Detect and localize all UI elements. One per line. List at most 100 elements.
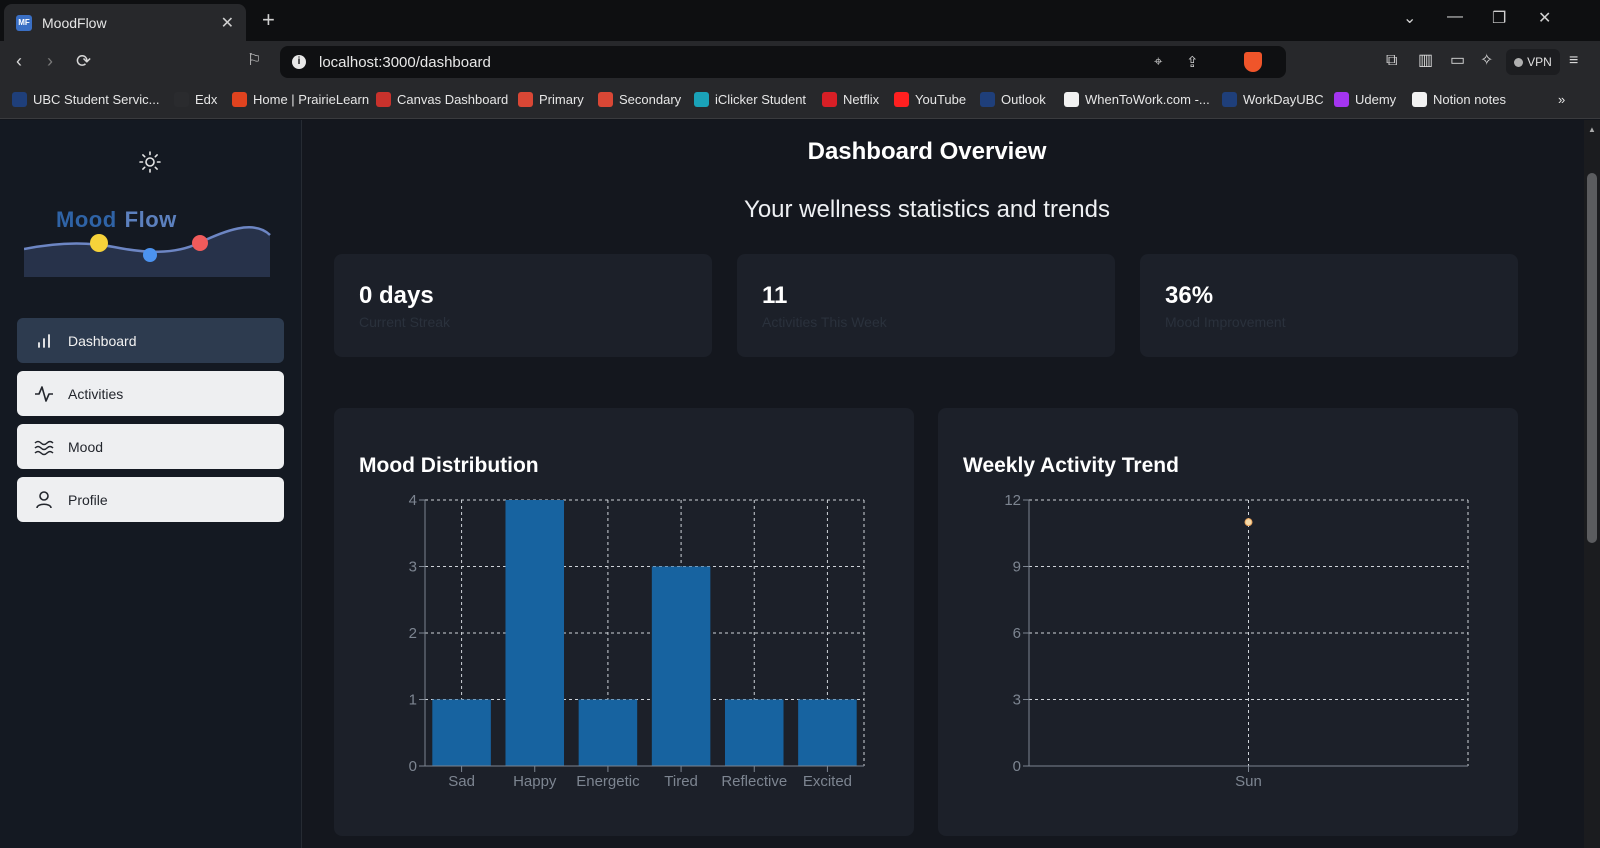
window-close-icon[interactable]: ✕ (1538, 10, 1552, 27)
sidebar-item-label: Mood (68, 438, 104, 455)
browser-tab[interactable]: MF MoodFlow ✕ (4, 4, 246, 41)
y-tick-label: 6 (1013, 625, 1021, 642)
bookmark-item[interactable]: Secondary (598, 92, 681, 107)
scroll-thumb[interactable] (1587, 173, 1597, 543)
sun-icon[interactable] (138, 150, 162, 174)
sidebar-item-label: Dashboard (68, 332, 137, 349)
data-point[interactable] (1244, 518, 1253, 527)
minimize-icon[interactable]: — (1447, 8, 1463, 25)
browser-toolbar: ‹ › ⟳ ⚐ i localhost:3000/dashboard ⌖ ⇪ ⧉… (0, 41, 1600, 83)
vpn-status-icon (1514, 57, 1524, 67)
bookmark-favicon-icon (1412, 92, 1427, 107)
chart-title: Mood Distribution (359, 454, 539, 477)
vpn-label: VPN (1527, 55, 1552, 69)
sidebar-item-mood[interactable]: Mood (17, 424, 284, 469)
y-tick-label: 12 (1004, 492, 1021, 509)
bar[interactable] (651, 566, 711, 767)
bookmark-favicon-icon (12, 92, 27, 107)
x-tick-label: Sad (448, 773, 475, 790)
extensions-icon[interactable]: ⧉ (1386, 52, 1398, 69)
bookmark-favicon-icon (174, 92, 189, 107)
sidebar-item-dashboard[interactable]: Dashboard (17, 318, 284, 363)
stat-value: 36% (1165, 282, 1214, 309)
page-scrollbar[interactable]: ▲ (1584, 120, 1600, 848)
sidebar-toggle-icon[interactable]: ▥ (1418, 52, 1434, 69)
tab-favicon: MF (16, 14, 32, 31)
address-bar[interactable]: i localhost:3000/dashboard ⌖ ⇪ (280, 46, 1286, 78)
sidebar-item-activities[interactable]: Activities (17, 371, 284, 416)
bookmark-favicon-icon (980, 92, 995, 107)
url-text: localhost:3000/dashboard (319, 54, 491, 71)
new-tab-icon[interactable]: + (262, 7, 275, 32)
page-subtitle: Your wellness statistics and trends (744, 196, 1110, 223)
bookmark-item[interactable]: Edx (174, 92, 217, 107)
app-logo[interactable]: Mood Flow (24, 205, 276, 285)
bookmark-item[interactable]: YouTube (894, 92, 966, 107)
bookmark-item[interactable]: Netflix (822, 92, 879, 107)
y-tick-label: 2 (409, 625, 417, 642)
stat-card-mood-improvement: 36% Mood Improvement (1140, 254, 1518, 357)
bookmark-icon[interactable]: ⚐ (247, 52, 262, 69)
bookmark-label: YouTube (915, 92, 967, 107)
x-tick-label: Reflective (721, 773, 787, 790)
bookmark-item[interactable]: Notion notes (1412, 92, 1506, 107)
back-icon[interactable]: ‹ (16, 51, 22, 71)
bookmark-item[interactable]: Canvas Dashboard (376, 92, 508, 107)
leo-ai-icon[interactable]: ✧ (1480, 52, 1494, 69)
bookmark-favicon-icon (822, 92, 837, 107)
bar[interactable] (432, 699, 491, 767)
bar[interactable] (798, 699, 857, 767)
restore-icon[interactable]: ❐ (1492, 10, 1507, 27)
browser-tab-bar: MF MoodFlow ✕ + ⌄ — ❐ ✕ (0, 0, 1600, 41)
bookmark-item[interactable]: Outlook (980, 92, 1046, 107)
menu-icon[interactable]: ≡ (1569, 52, 1579, 69)
bookmark-label: Canvas Dashboard (397, 92, 509, 107)
bookmark-favicon-icon (598, 92, 613, 107)
x-tick-label: Energetic (576, 773, 640, 790)
reload-icon[interactable]: ⟳ (76, 51, 92, 71)
sidebar-item-profile[interactable]: Profile (17, 477, 284, 522)
bookmark-item[interactable]: Udemy (1334, 92, 1396, 107)
more-bookmarks-icon[interactable]: » (1558, 92, 1566, 107)
bookmark-item[interactable]: Home | PrairieLearn (232, 92, 369, 107)
sidebar: Mood Flow Dashboard Activities Mood (0, 120, 302, 848)
user-icon (36, 490, 52, 508)
weekly-activity-card: Weekly Activity Trend 0 3 6 9 12 Sun (938, 408, 1518, 836)
app-page: Mood Flow Dashboard Activities Mood (0, 120, 1584, 848)
bar-chart-icon (38, 333, 50, 348)
bookmark-label: Secondary (619, 92, 682, 107)
logo-wave-graphic (24, 226, 271, 277)
location-icon[interactable]: ⌖ (1154, 53, 1163, 70)
bookmark-item[interactable]: WhenToWork.com -... (1064, 92, 1210, 107)
close-icon[interactable]: ✕ (220, 14, 234, 32)
x-tick-label: Tired (664, 773, 698, 790)
bar[interactable] (505, 500, 565, 766)
bookmark-label: Outlook (1001, 92, 1046, 107)
bookmark-label: Edx (195, 92, 218, 107)
info-icon[interactable]: i (292, 55, 306, 69)
y-tick-label: 1 (409, 692, 417, 709)
bookmark-item[interactable]: Primary (518, 92, 584, 107)
bookmark-label: Netflix (843, 92, 880, 107)
bookmark-label: Notion notes (1433, 92, 1506, 107)
vpn-button[interactable]: VPN (1506, 49, 1560, 75)
bookmark-label: Udemy (1355, 92, 1397, 107)
bookmark-label: Primary (539, 92, 584, 107)
bookmark-item[interactable]: UBC Student Servic... (12, 92, 159, 107)
activity-pulse-icon (35, 385, 53, 402)
bar[interactable] (578, 699, 638, 767)
wallet-icon[interactable]: ▭ (1450, 52, 1466, 69)
chart-title: Weekly Activity Trend (963, 454, 1179, 477)
share-icon[interactable]: ⇪ (1186, 54, 1199, 71)
bookmark-item[interactable]: iClicker Student (694, 92, 806, 107)
brave-shield-icon[interactable] (1244, 52, 1262, 72)
forward-icon[interactable]: › (47, 51, 53, 71)
chevron-down-icon[interactable]: ⌄ (1403, 10, 1417, 27)
scroll-up-icon[interactable]: ▲ (1588, 125, 1596, 134)
stat-label: Activities This Week (762, 314, 887, 330)
bookmark-item[interactable]: WorkDayUBC (1222, 92, 1324, 107)
bookmark-favicon-icon (1334, 92, 1349, 107)
bookmark-favicon-icon (694, 92, 709, 107)
bar[interactable] (724, 699, 784, 767)
y-tick-label: 3 (409, 559, 417, 576)
